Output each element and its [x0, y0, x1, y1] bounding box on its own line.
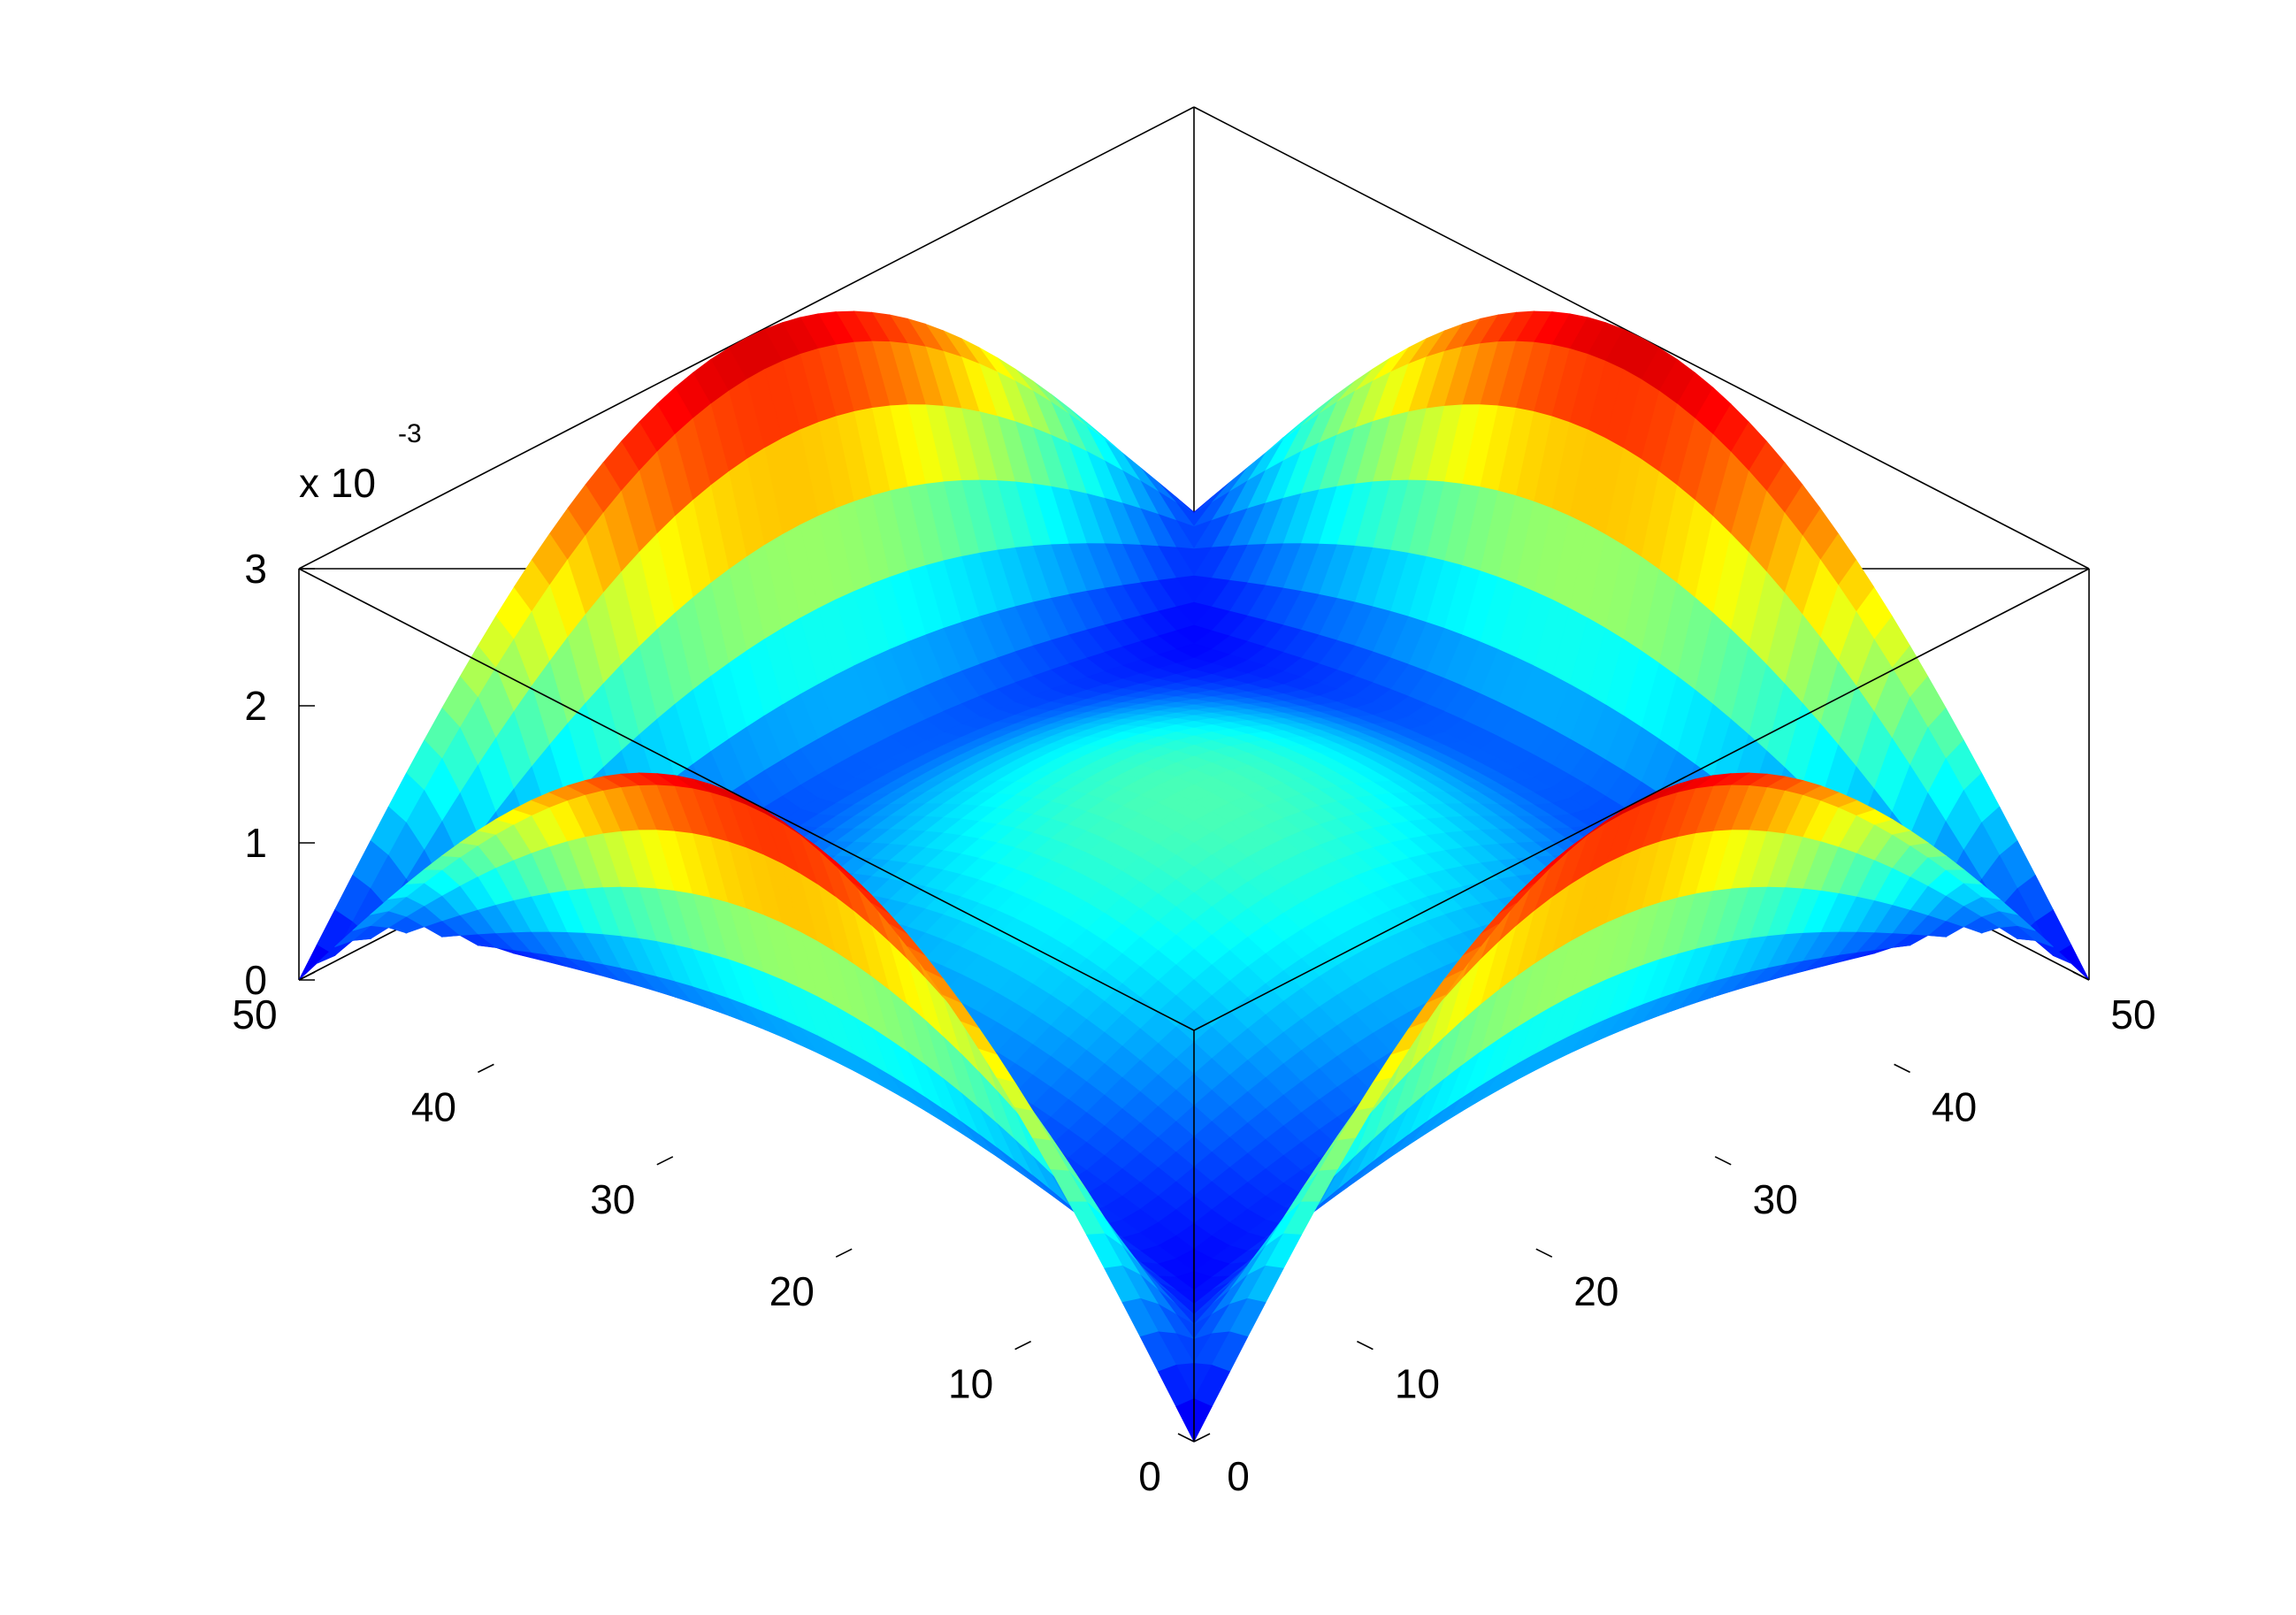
- x-tick-mark: [1894, 1063, 1910, 1074]
- y-tick-label: 20: [769, 1268, 815, 1314]
- x-tick-mark: [1714, 1156, 1732, 1166]
- x-tick-label: 20: [1573, 1268, 1619, 1314]
- z-exponent-base: x 10: [299, 460, 376, 506]
- y-tick-mark: [298, 971, 316, 981]
- x-tick-mark: [1357, 1340, 1374, 1351]
- axes-box-front: [298, 568, 2090, 1442]
- y-tick-mark: [1014, 1340, 1031, 1351]
- x-tick-label: 0: [1227, 1453, 1250, 1499]
- x-tick-label: 40: [1932, 1083, 1977, 1129]
- x-tick-label: 10: [1395, 1361, 1440, 1407]
- y-tick-label: 30: [590, 1176, 635, 1222]
- x-tick-label: 50: [2110, 991, 2155, 1037]
- y-tick-mark: [1193, 1433, 1211, 1443]
- x-tick-mark: [1177, 1433, 1195, 1443]
- y-tick-label: 10: [948, 1361, 993, 1407]
- z-exponent-power: -3: [398, 419, 422, 448]
- x-tick-mark: [1535, 1248, 1553, 1258]
- y-tick-mark: [656, 1156, 674, 1166]
- x-tick-label: 30: [1753, 1176, 1798, 1222]
- z-tick-label: 3: [244, 546, 267, 592]
- z-exponent-label: x 10: [299, 460, 376, 506]
- z-tick-label: 0: [244, 957, 267, 1003]
- surface-mesh: [298, 310, 2090, 1443]
- z-tick-label: 1: [244, 820, 267, 866]
- y-tick-mark: [478, 1063, 494, 1074]
- y-tick-mark: [835, 1248, 853, 1258]
- y-tick-label: 40: [411, 1083, 456, 1129]
- y-tick-label: 50: [232, 991, 277, 1037]
- box-edge-front-top-right: [1193, 568, 2090, 1031]
- z-tick-label: 2: [244, 683, 267, 729]
- y-tick-label: 0: [1138, 1453, 1161, 1499]
- x-tick-mark: [2072, 971, 2090, 981]
- box-edge-front-top-left: [298, 568, 1195, 1031]
